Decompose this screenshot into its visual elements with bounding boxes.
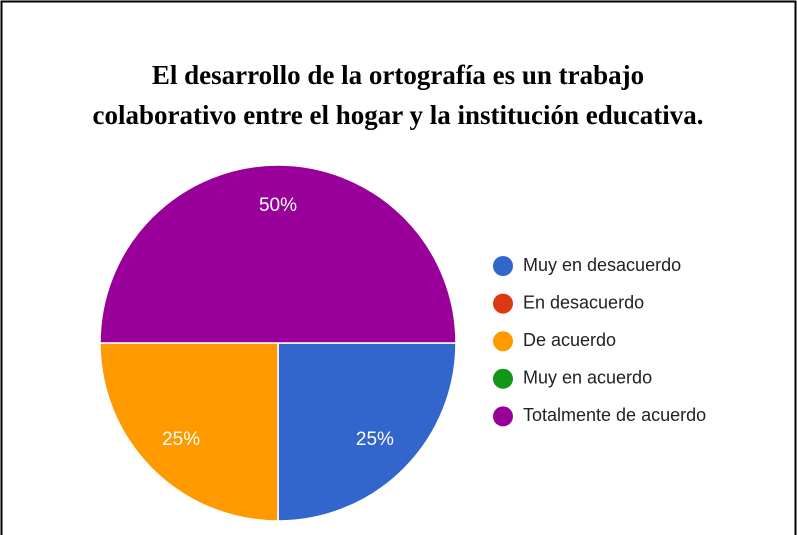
legend-swatch [493,406,513,427]
legend-label: De acuerdo [523,330,616,350]
legend-swatch [493,368,513,389]
chart-title: colaborativo entre el hogar y la institu… [93,100,704,130]
pie-slice [277,342,457,522]
pie-slice [99,164,457,344]
legend-label: Muy en desacuerdo [523,255,681,275]
legend-swatch [493,331,513,352]
legend-swatch [493,293,513,314]
pie-slice [99,342,279,522]
legend-label: Totalmente de acuerdo [523,405,706,425]
legend-swatch [493,256,513,276]
slice-label: 25% [356,429,394,450]
slice-label: 50% [259,195,297,216]
slice-label: 25% [162,429,200,450]
chart-title: El desarrollo de la ortografía es un tra… [152,60,644,90]
legend-label: En desacuerdo [523,292,644,312]
legend-label: Muy en acuerdo [523,368,652,388]
